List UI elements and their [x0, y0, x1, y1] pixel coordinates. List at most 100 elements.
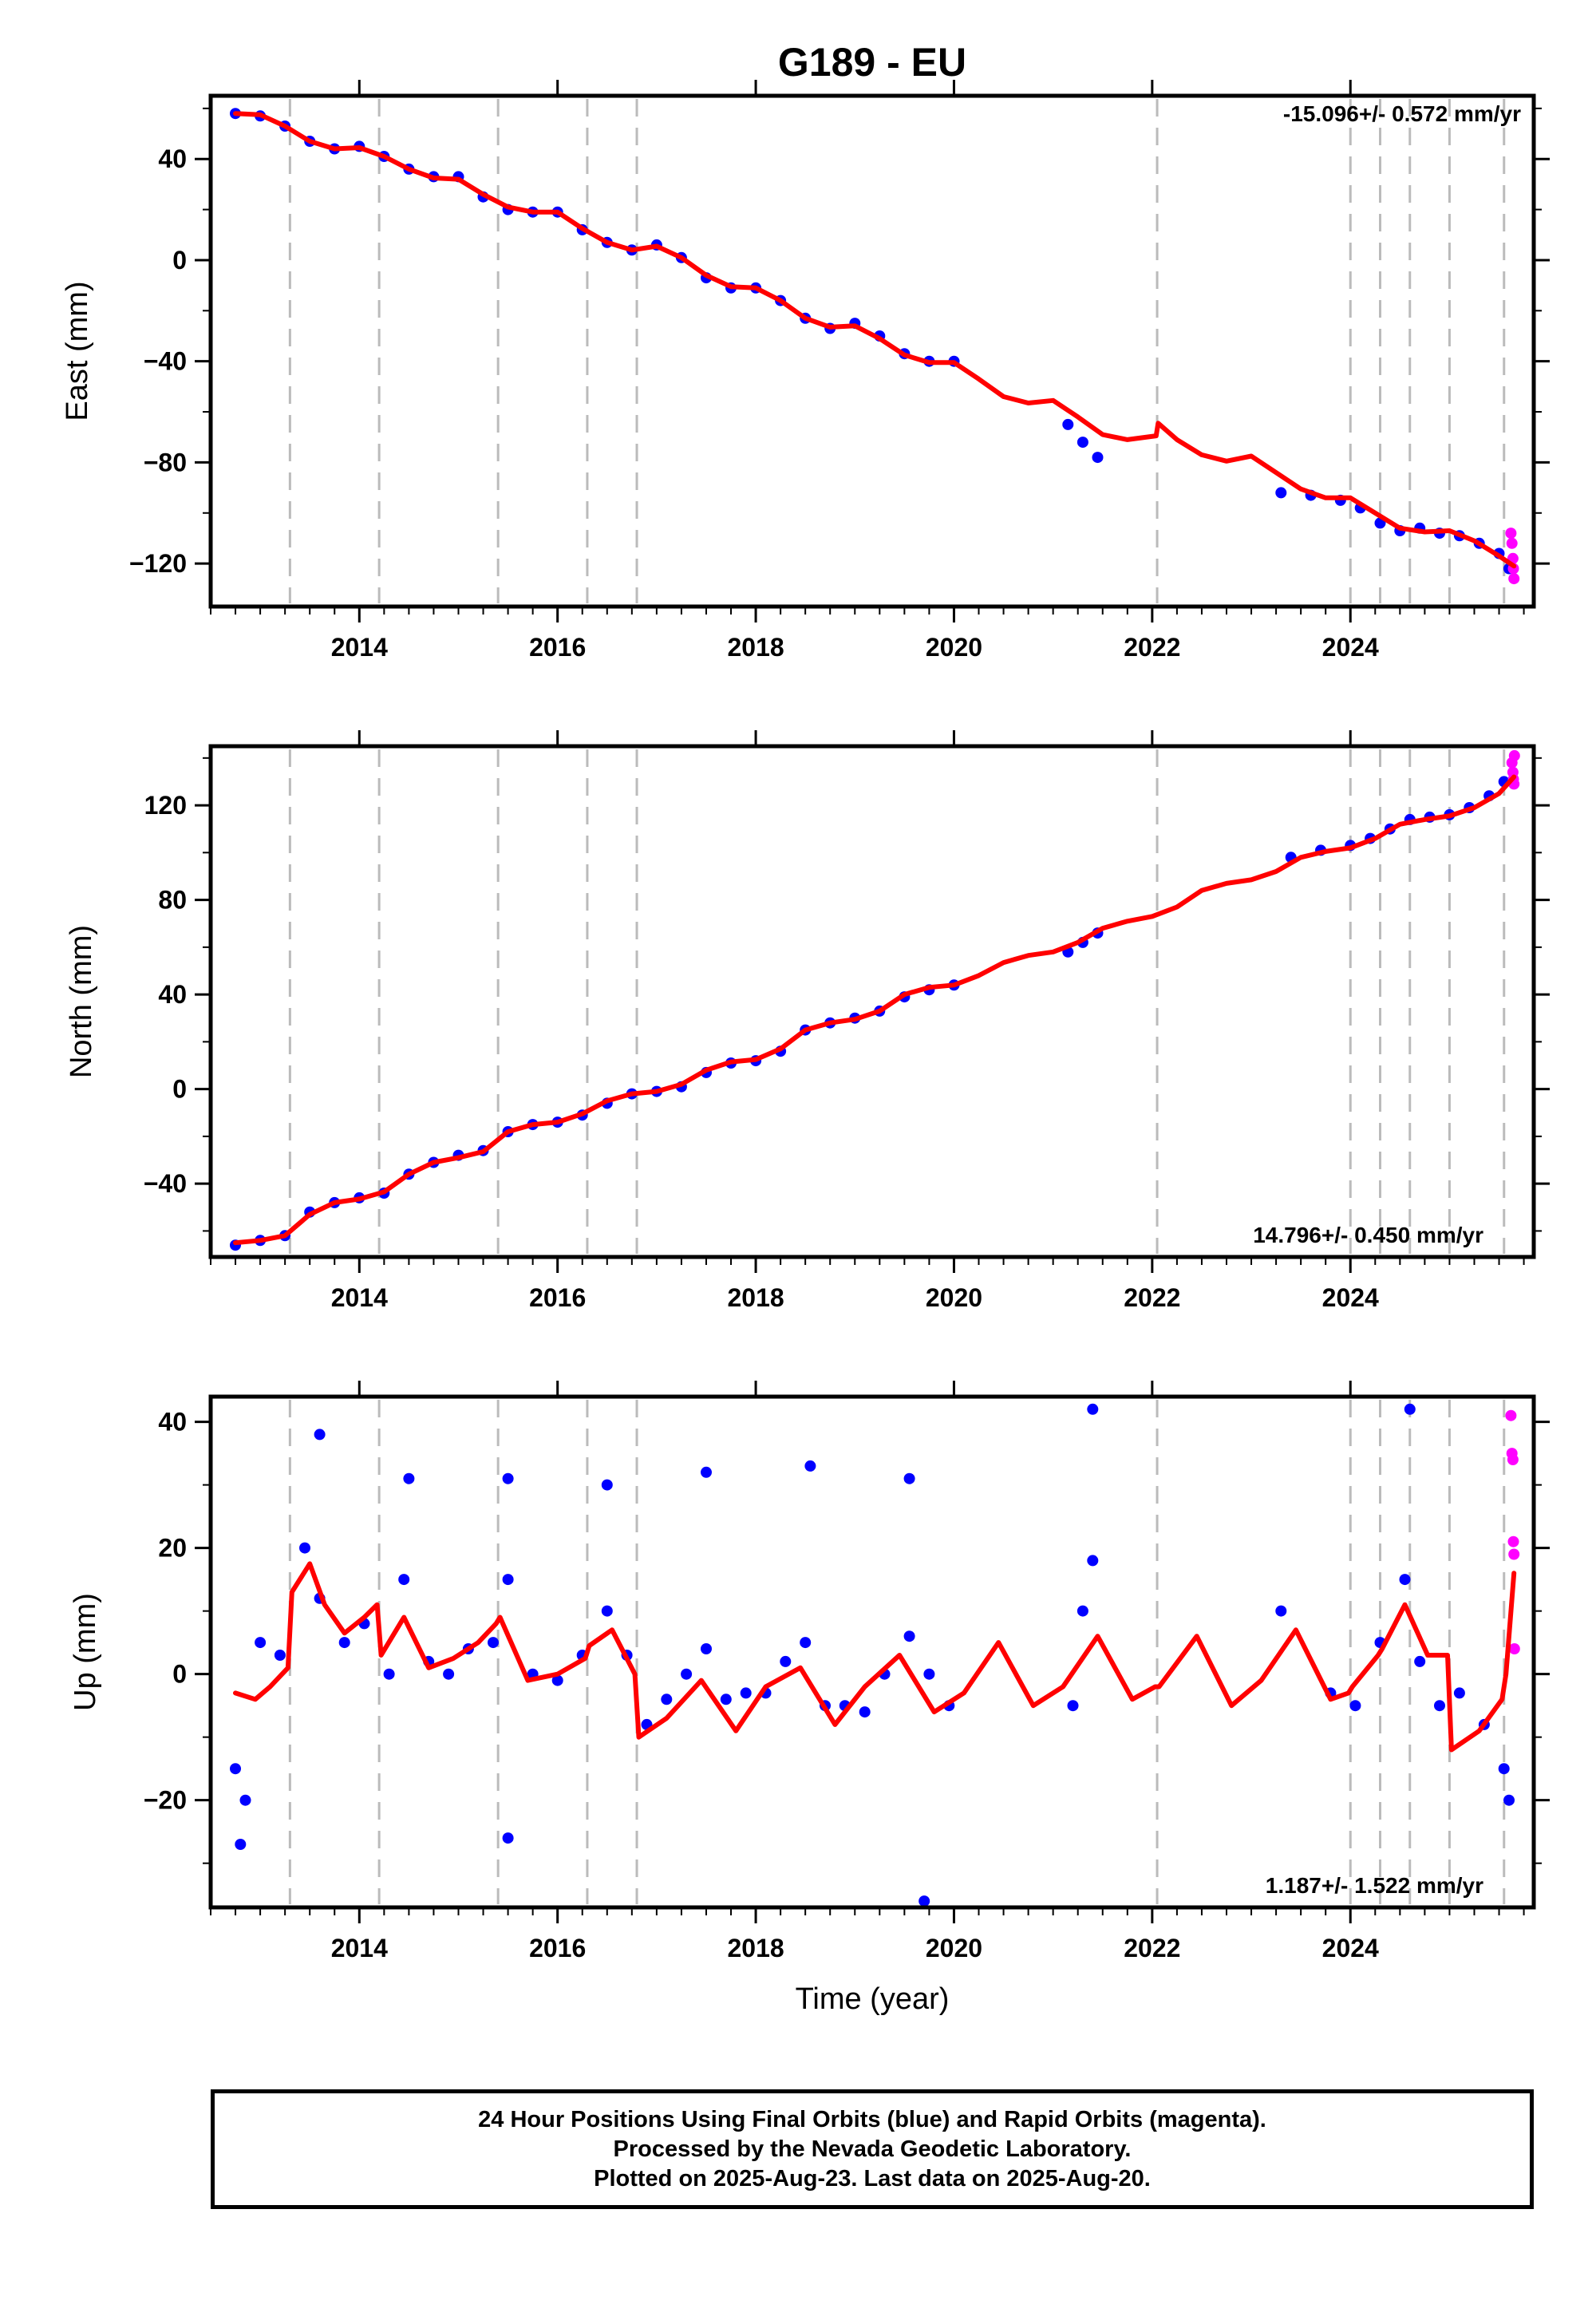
up-final-point-4: [299, 1542, 310, 1554]
up-final-point-25: [740, 1687, 752, 1699]
north-y-tick-label: 120: [144, 791, 187, 820]
up-final-point-55: [701, 1466, 712, 1478]
chart-title: G189 - EU: [778, 40, 966, 85]
north-y-tick-label: 80: [158, 886, 187, 915]
east-final-point-31: [1077, 437, 1088, 449]
up-final-point-0: [230, 1763, 241, 1775]
up-y-axis-label: Up (mm): [69, 1593, 102, 1711]
up-plot-frame: [208, 1394, 1536, 1910]
north-x-tick-label: 2018: [727, 1283, 784, 1312]
east-y-tick-label: 40: [158, 144, 187, 173]
up-final-point-31: [859, 1706, 871, 1718]
footer-line-1: 24 Hour Positions Using Final Orbits (bl…: [478, 2106, 1266, 2132]
up-final-point-61: [918, 1895, 930, 1907]
up-final-point-22: [681, 1668, 693, 1680]
north-plot-frame: [208, 744, 1536, 1259]
up-rate-label: 1.187+/- 1.522 mm/yr: [1266, 1873, 1483, 1898]
up-final-point-54: [601, 1479, 613, 1491]
up-rapid-point-5: [1508, 1643, 1520, 1654]
north-y-tick-label: 0: [172, 1075, 187, 1104]
up-rapid-point-2: [1507, 1454, 1519, 1465]
up-final-point-43: [1399, 1574, 1411, 1586]
up-final-point-3: [274, 1650, 286, 1661]
up-final-point-13: [488, 1637, 499, 1649]
east-x-tick-label: 2018: [727, 633, 784, 662]
north-x-tick-label: 2020: [926, 1283, 982, 1312]
up-final-point-24: [720, 1694, 732, 1705]
up-final-point-48: [1498, 1763, 1510, 1775]
up-final-point-59: [1404, 1403, 1416, 1415]
up-x-tick-label: 2016: [529, 1934, 586, 1962]
up-x-tick-label: 2020: [926, 1934, 982, 1962]
up-rapid-point-0: [1505, 1409, 1517, 1421]
up-rapid-point-4: [1508, 1548, 1520, 1560]
east-model-line: [233, 111, 1517, 569]
up-x-tick-label: 2018: [727, 1934, 784, 1962]
north-rapid-point-4: [1508, 749, 1520, 761]
up-final-point-27: [780, 1655, 792, 1667]
up-final-point-34: [923, 1668, 935, 1680]
up-final-point-51: [314, 1429, 326, 1441]
up-final-point-33: [903, 1630, 915, 1642]
up-final-point-23: [701, 1643, 712, 1654]
east-y-tick-label: 0: [172, 246, 187, 275]
north-x-tick-label: 2016: [529, 1283, 586, 1312]
up-x-tick-label: 2024: [1322, 1934, 1379, 1962]
up-x-tick-label: 2022: [1124, 1934, 1180, 1962]
up-final-point-11: [443, 1668, 455, 1680]
east-rapid-point-0: [1505, 528, 1517, 539]
up-final-point-37: [1077, 1605, 1088, 1617]
x-axis-label: Time (year): [796, 1982, 950, 2016]
up-final-point-49: [1503, 1794, 1515, 1806]
up-final-point-9: [398, 1574, 410, 1586]
footer-box: 24 Hour Positions Using Final Orbits (bl…: [211, 2089, 1534, 2209]
north-x-tick-label: 2024: [1322, 1283, 1379, 1312]
east-x-tick-label: 2016: [529, 633, 586, 662]
east-y-tick-label: −40: [144, 347, 187, 376]
up-final-point-28: [800, 1637, 812, 1649]
up-panel: 2014 2016 2018 2020 2022 2024 −20 0 20 40 Up (mm)…: [69, 1381, 1550, 2016]
up-final-point-1: [239, 1794, 251, 1806]
up-rapid-point-3: [1507, 1535, 1519, 1547]
up-model-line: [233, 1561, 1517, 1753]
up-final-point-18: [601, 1605, 613, 1617]
east-plot-frame: [208, 93, 1536, 609]
up-final-point-41: [1349, 1700, 1361, 1712]
up-model-curve: [233, 1561, 1517, 1753]
east-rate-label: -15.096+/- 0.572 mm/yr: [1283, 101, 1521, 126]
up-axis-ticks: 2014 2016 2018 2020 2022 2024 −20 0 20 40: [144, 1381, 1550, 1962]
east-axis-ticks: 2014 2016 2018 2020 2022 2024 −120 −80 −40 0 40: [129, 80, 1550, 662]
east-rapid-point-1: [1506, 537, 1518, 549]
up-final-point-44: [1414, 1655, 1426, 1667]
up-final-point-56: [804, 1460, 816, 1472]
up-final-point-58: [1087, 1403, 1099, 1415]
east-x-tick-label: 2022: [1124, 633, 1180, 662]
up-final-point-38: [1087, 1555, 1099, 1567]
up-final-point-36: [1067, 1700, 1079, 1712]
up-y-tick-label: 0: [172, 1660, 187, 1689]
up-final-point-14: [502, 1574, 514, 1586]
east-final-point-30: [1062, 418, 1074, 430]
up-final-point-50: [235, 1839, 247, 1850]
up-final-point-39: [1275, 1605, 1287, 1617]
east-y-tick-label: −120: [129, 549, 187, 578]
up-final-point-57: [903, 1472, 915, 1484]
up-final-point-45: [1434, 1700, 1445, 1712]
north-axis-ticks: 2014 2016 2018 2020 2022 2024 −40 0 40 80 120: [144, 730, 1550, 1312]
up-y-tick-label: 40: [158, 1408, 187, 1437]
east-x-tick-label: 2024: [1322, 633, 1379, 662]
up-y-tick-label: −20: [144, 1786, 187, 1815]
up-final-point-60: [502, 1832, 514, 1844]
north-x-tick-label: 2022: [1124, 1283, 1180, 1312]
east-y-axis-label: East (mm): [61, 281, 94, 421]
up-final-point-46: [1453, 1687, 1465, 1699]
east-x-tick-label: 2014: [331, 633, 388, 662]
east-x-tick-label: 2020: [926, 633, 982, 662]
up-final-point-16: [551, 1674, 563, 1686]
east-rapid-point-4: [1508, 573, 1520, 585]
north-plot-area: [211, 746, 1534, 1257]
east-final-point-32: [1092, 452, 1104, 464]
north-panel: 2014 2016 2018 2020 2022 2024 −40 0 40 80 120 Nort…: [65, 730, 1550, 1312]
up-y-tick-label: 20: [158, 1534, 187, 1563]
